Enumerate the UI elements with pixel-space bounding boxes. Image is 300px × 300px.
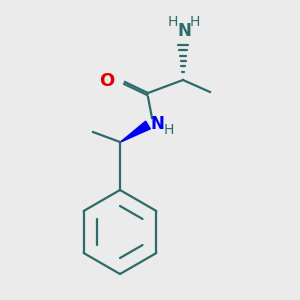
Text: H: H	[168, 15, 178, 29]
Text: N: N	[151, 115, 165, 133]
Text: H: H	[190, 15, 200, 29]
Polygon shape	[120, 121, 150, 142]
Text: N: N	[177, 22, 191, 40]
Text: O: O	[99, 72, 114, 90]
Text: H: H	[164, 123, 174, 137]
